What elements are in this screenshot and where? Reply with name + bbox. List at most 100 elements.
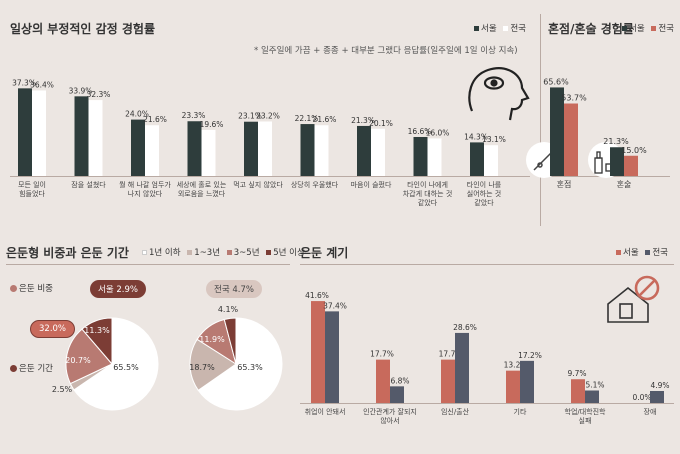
reason-legend-seoul: 서울 [623,248,639,258]
hermit-legend-4-swatch [266,249,272,255]
national-pie-slice-label: 4.1% [218,305,239,314]
ban-icon [634,275,660,301]
emotion-bar-seoul [470,142,484,176]
reason-bar-national [585,390,599,403]
hermit-legend: 1년 이하 1~3년 3~5년 5년 이상 [138,246,305,258]
seoul-pie-slice-label: 65.5% [113,363,139,372]
hermit-period-label: 은둔 기간 [6,362,53,374]
emotion-bar-national [314,125,329,176]
reason-category-label: 장애 [644,407,657,416]
house-icon [607,286,649,323]
national-pie-slice-label: 65.3% [237,363,263,372]
emotion-value-label: 23.2% [256,111,280,120]
hermit-legend-1-swatch [142,249,147,255]
reason-value-label: 6.8% [390,376,409,385]
national-ratio-bubble: 전국 4.7% [206,280,262,298]
hermit-legend-4: 5년 이상 [273,248,305,258]
honjeom-bar-seoul [550,87,564,176]
emotion-bar-seoul [131,119,145,176]
reason-legend-seoul-swatch [616,249,621,255]
national-pie-slice [189,338,237,392]
emotion-value-label: 36.4% [30,80,54,89]
emotion-value-label: 19.6% [200,120,224,129]
legend-national-label: 전국 [510,24,526,34]
honjeom-bar-national [564,103,578,176]
reason-legend-national-swatch [645,249,651,255]
hermit-period-dot [10,364,17,372]
honjeom-legend-seoul-swatch [622,25,627,31]
emotion-bar-seoul [244,121,258,176]
honjeom-bar-national [624,155,638,176]
emotion-category-label: 뭘 해 나갈 엄두가 나지 않았다 [119,180,171,198]
emotion-value-label: 20.1% [369,119,393,128]
emotion-value-label: 33.9% [69,86,93,95]
hermit-title: 은둔형 비중과 은둔 기간 [6,246,129,260]
emotion-baseline [10,176,530,177]
emotion-category-label: 잠을 설쳤다 [71,180,106,189]
reason-category-label: 학업/대학진학 실패 [565,407,607,425]
reason-value-label: 37.4% [323,301,347,310]
emotion-value-label: 23.1% [238,112,262,121]
emotion-value-label: 22.1% [295,114,319,123]
honjeom-legend-national-swatch [651,25,657,31]
emotion-note: * 일주일에 가끔 + 종종 + 대부분 그랬다 응답률(일주일에 1일 이상 … [254,46,518,56]
reason-value-label: 17.7% [370,350,394,359]
hermit-legend-3-swatch [226,249,232,255]
reason-value-label: 4.9% [650,381,669,390]
reason-value-label: 9.7% [567,369,586,378]
seoul-pie-slice-label: 11.3% [84,326,110,335]
reason-value-label: 13.2 [504,361,521,370]
hermit-legend-1: 1년 이하 [149,248,181,258]
reason-title: 은둔 계기 [300,246,349,260]
reason-category-label: 기타 [514,407,527,416]
reason-bar-national [650,390,664,403]
honjeom-value-label: 21.3% [603,137,629,146]
emotion-value-label: 13.1% [482,135,506,144]
emotion-value-label: 16.0% [426,128,450,137]
emotion-value-label: 21.3% [351,116,375,125]
emotion-bar-national [201,129,216,176]
panel-divider [540,14,541,226]
seoul-ratio-bubble: 서울 2.9% [90,280,146,298]
reason-bar-seoul [571,379,585,403]
reason-value-label: 17.2% [518,351,542,360]
emotion-bar-seoul [357,125,371,176]
reason-bar-seoul [506,370,520,403]
reason-category-label: 취업이 안돼서 [305,407,346,416]
legend-national-swatch [503,25,509,31]
emotion-legend: 서울 전국 [470,22,526,34]
emotion-category-label: 타인이 나를 싫어하는 것 같았다 [467,180,502,207]
emotion-bar-seoul [413,136,428,176]
reason-category-label: 임신/출산 [441,407,470,416]
emotion-value-label: 21.6% [143,115,167,124]
honjeom-bar-seoul [610,147,624,176]
reason-category-label: 인간관계가 잘되지 않아서 [363,407,417,425]
emotion-bar-national [32,90,46,176]
emotion-bar-seoul [187,121,202,176]
emotion-value-label: 16.6% [408,127,432,136]
emotion-bar-national [88,100,103,176]
emotion-category-label: 상당히 우울했다 [291,180,339,189]
honjeom-value-label: 15.0% [621,146,647,155]
hermit-legend-3: 3~5년 [233,248,260,258]
emotion-category-label: 모든 일이 힘들었다 [18,180,46,198]
reason-value-label: 17.7 [439,350,456,359]
seoul-pie-slice [73,317,159,411]
reason-bar-seoul [376,359,390,403]
honjeom-category-label: 혼술 [617,179,632,189]
emotion-value-label: 37.3% [12,78,36,87]
emotion-category-label: 타인이 나에게 차갑게 대하는 것 같았다 [403,180,453,207]
emotion-bar-seoul [18,88,32,176]
emotion-bar-national [258,121,272,176]
emotion-value-label: 21.6% [313,115,337,124]
emotion-bar-seoul [300,124,315,176]
honjeom-legend-seoul: 서울 [629,24,645,34]
reason-title-rule [300,264,674,265]
reason-bar-national [455,332,469,403]
reason-bar-national [390,386,404,403]
reason-bar-national [520,360,534,403]
emotion-category-label: 먹고 싶지 않았다 [233,180,283,189]
honjeom-legend: 서울 전국 [618,22,674,34]
reason-legend: 서울 전국 [612,246,668,258]
emotion-category-label: 세상에 홀로 있는 외로움을 느꼈다 [177,180,227,198]
